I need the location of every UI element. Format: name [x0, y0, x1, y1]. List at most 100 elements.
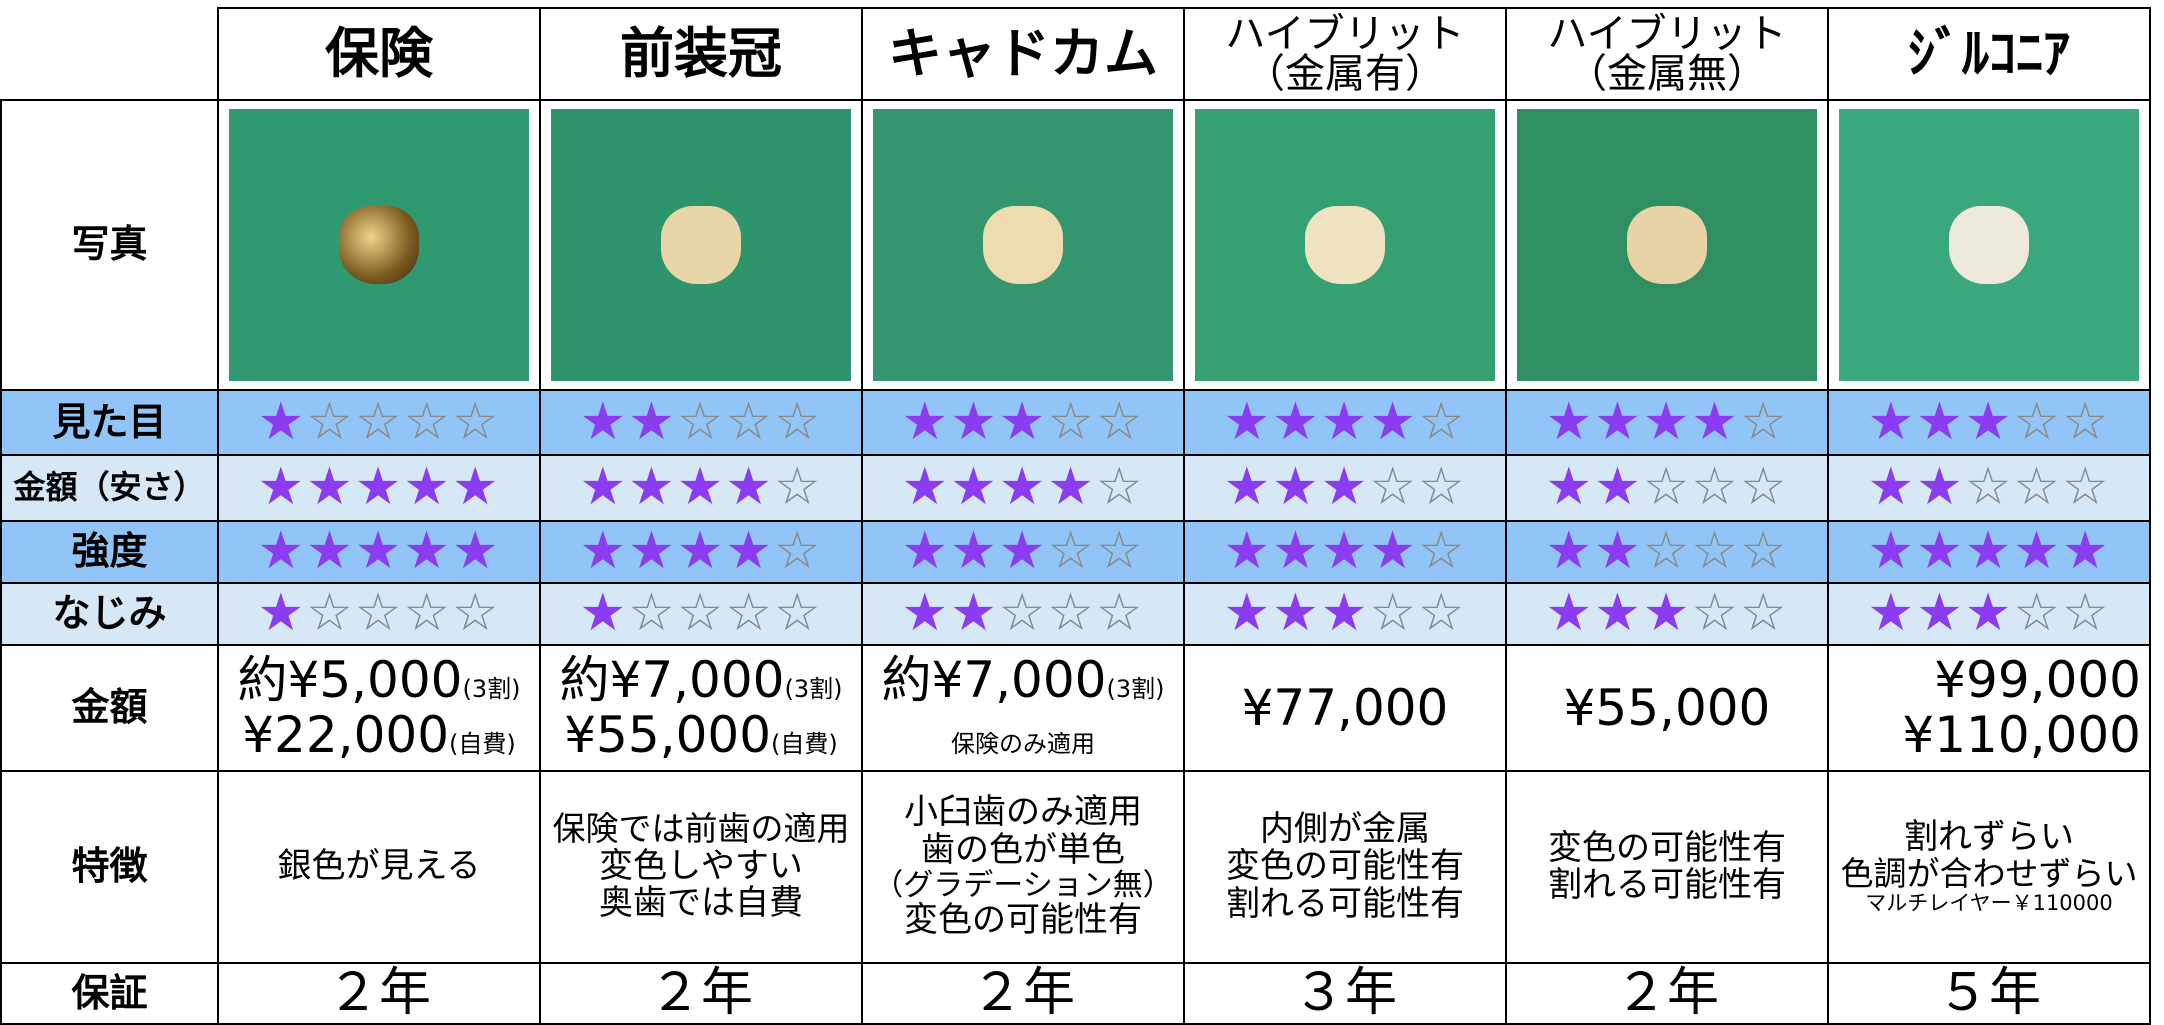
header-line: ハイブリット [1547, 11, 1787, 57]
stars: ★★☆☆☆ [579, 391, 823, 452]
column-header: キャドカム [861, 7, 1183, 99]
warranty-cell: ２年 [861, 962, 1183, 1023]
feature-line: 割れずらい [1904, 816, 2074, 857]
row-label: 特徴 [0, 770, 217, 962]
filled-stars: ★★★★★ [257, 457, 501, 518]
price-line: 保険のみ適用 [951, 708, 1095, 763]
stars: ★★★★☆ [579, 523, 822, 580]
corner [0, 7, 217, 99]
photo-cell [861, 99, 1183, 389]
filled-stars: ★★★★★ [257, 521, 501, 582]
price-line: ¥99,000 [1934, 653, 2141, 708]
warranty-cell: ２年 [1505, 962, 1827, 1023]
filled-stars: ★★ [1545, 457, 1643, 518]
header-line: ハイブリット [1225, 11, 1465, 57]
feature-line: 変色の可能性有 [904, 900, 1142, 941]
crown [1627, 206, 1707, 284]
empty-stars: ☆ [1417, 391, 1467, 452]
price-cell: ¥55,000 [1505, 644, 1827, 770]
stars: ★★★★★ [1867, 523, 2110, 580]
stars: ★★★★☆ [579, 459, 822, 516]
price-note: (自費) [771, 730, 838, 758]
filled-stars: ★★★ [901, 391, 1048, 452]
feature-cell: 小臼歯のみ適用 歯の色が単色 （グラデーション無） 変色の可能性有 [861, 770, 1183, 962]
feature-cell: 保険では前歯の適用 変色しやすい 奥歯では自費 [539, 770, 861, 962]
header-line: （金属有） [1245, 51, 1445, 97]
filled-stars: ★★★★ [1223, 391, 1418, 452]
price-line: ¥55,000(自費) [564, 708, 838, 763]
filled-stars: ★★ [579, 391, 677, 452]
price-line: ¥110,000 [1902, 708, 2141, 763]
comparison-table: 保険 前装冠 キャドカム ハイブリット （金属有） ハイブリット （金属無） ｼﾞﾙｺﾆｱ 写真… [0, 7, 2151, 1025]
price-line: 約¥7,000(3割) [882, 653, 1165, 708]
row-label: 金額（安さ） [0, 454, 217, 520]
empty-stars: ☆☆☆☆ [306, 583, 501, 644]
warranty-cell: ２年 [539, 962, 861, 1023]
filled-stars: ★★★ [1223, 583, 1370, 644]
feature-line: 内側が金属 [1260, 808, 1430, 849]
filled-stars: ★★★★ [901, 457, 1096, 518]
rating-cell: ★★★☆☆ [1827, 389, 2149, 454]
rating-cell: ★★★★☆ [539, 520, 861, 582]
empty-stars: ☆ [773, 457, 823, 518]
rating-cell: ★★☆☆☆ [1505, 454, 1827, 520]
stars: ★★☆☆☆ [1867, 459, 2110, 516]
rating-cell: ★★★☆☆ [861, 389, 1183, 454]
rating-cell: ★★★★☆ [1183, 520, 1505, 582]
stars: ★☆☆☆☆ [257, 393, 500, 451]
photo-cell [217, 99, 539, 389]
stars: ★★★★☆ [1545, 393, 1788, 451]
price-note: (3割) [1106, 675, 1165, 703]
feature-line: 割れる可能性有 [1226, 883, 1464, 924]
stars: ★★★☆☆ [901, 523, 1144, 580]
filled-stars: ★★★ [901, 521, 1048, 582]
row-label: 見た目 [0, 389, 217, 454]
warranty-cell: ５年 [1827, 962, 2149, 1023]
stars: ★★☆☆☆ [1545, 459, 1788, 516]
empty-stars: ☆☆ [1047, 521, 1145, 582]
rating-cell: ★★★★☆ [1505, 389, 1827, 454]
feature-line: 奥歯では自費 [599, 883, 803, 924]
price-note: (自費) [449, 730, 516, 758]
stars: ★★★★★ [257, 459, 500, 516]
price-line: 約¥5,000(3割) [238, 653, 521, 708]
photo [551, 109, 851, 381]
warranty-cell: ２年 [217, 962, 539, 1023]
feature-line: 保険では前歯の適用 [552, 809, 850, 849]
feature-line: 割れる可能性有 [1548, 865, 1786, 905]
stars: ★★★☆☆ [1867, 391, 2110, 452]
empty-stars: ☆ [1417, 521, 1467, 582]
empty-stars: ☆☆☆ [676, 391, 823, 452]
stars: ★★★☆☆ [901, 391, 1144, 452]
row-label: 強度 [0, 520, 217, 582]
stars: ★★★★☆ [1223, 523, 1466, 580]
filled-stars: ★ [257, 583, 307, 644]
row-label: 保証 [0, 962, 217, 1023]
photo [1839, 109, 2139, 381]
rating-cell: ★★★★★ [217, 520, 539, 582]
filled-stars: ★★★ [1867, 391, 2014, 452]
filled-stars: ★★ [1545, 521, 1643, 582]
filled-stars: ★★★ [1545, 583, 1692, 644]
photo-cell [539, 99, 861, 389]
empty-stars: ☆☆☆ [1964, 457, 2111, 518]
feature-line: 色調が合わせずらい [1840, 854, 2138, 893]
stars: ★★★☆☆ [1223, 459, 1466, 516]
price-cell: ¥77,000 [1183, 644, 1505, 770]
price-note: (3割) [784, 675, 843, 703]
feature-line: マルチレイヤー￥110000 [1865, 891, 2113, 916]
rating-cell: ★★★☆☆ [861, 520, 1183, 582]
column-header: 前装冠 [539, 7, 861, 99]
price: ¥22,000 [242, 706, 450, 764]
rating-cell: ★☆☆☆☆ [217, 582, 539, 644]
filled-stars: ★★★★ [579, 521, 774, 582]
feature-line: 銀色が見える [277, 846, 481, 887]
stars: ★★★★★ [257, 523, 500, 580]
empty-stars: ☆☆☆☆ [628, 583, 823, 644]
feature-line: 歯の色が単色 [921, 829, 1125, 870]
price-line: ¥77,000 [1242, 680, 1449, 736]
empty-stars: ☆☆ [2013, 583, 2111, 644]
price-cell: ¥99,000 ¥110,000 [1827, 644, 2149, 770]
stars: ★☆☆☆☆ [257, 585, 500, 642]
